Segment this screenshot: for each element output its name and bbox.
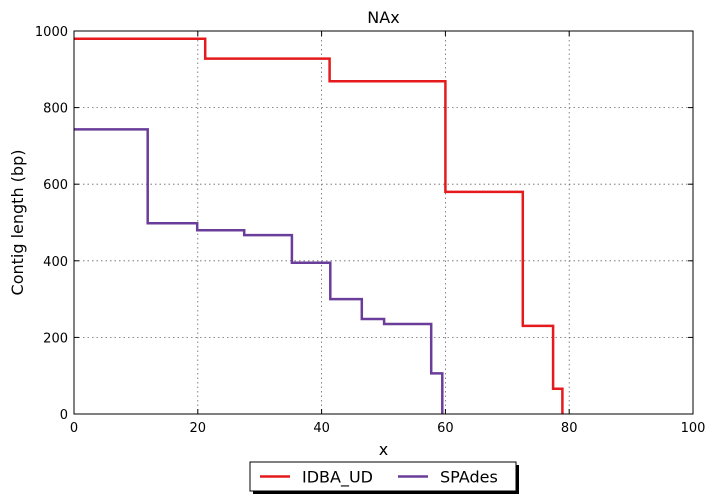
y-axis-title: Contig length (bp) [8,150,27,296]
series-line-spades [74,128,444,414]
plot-frame [73,30,694,415]
x-tick-label: 0 [70,421,78,436]
series-line-idba-ud [74,37,564,414]
legend: IDBA_UD SPAdes [249,461,519,494]
legend-label-idba-ud: IDBA_UD [302,468,373,488]
y-tick-label: 600 [43,178,68,193]
legend-box [249,461,517,492]
y-tick-label: 800 [43,102,68,117]
x-axis-title: x [379,440,388,459]
legend-label-spades: SPAdes [440,468,498,487]
y-tick-label: 0 [60,408,68,423]
y-tick-label: 200 [43,331,68,346]
x-tick-label: 80 [561,421,578,436]
x-tick-label: 40 [313,421,330,436]
y-tick-label: 1000 [35,25,68,40]
y-tick-label: 400 [43,255,68,270]
x-tick-label: 20 [190,421,207,436]
x-tick-label: 60 [437,421,454,436]
x-tick-label: 100 [681,421,706,436]
chart-title: NAx [367,8,399,27]
series-lines [74,37,564,414]
